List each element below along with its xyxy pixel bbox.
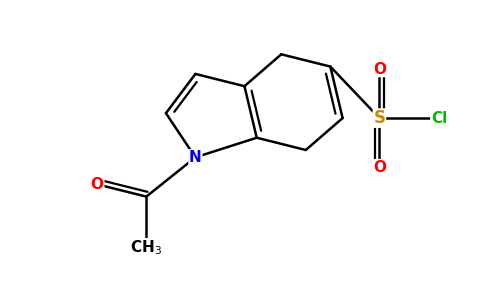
Text: O: O bbox=[373, 61, 386, 76]
Text: N: N bbox=[189, 150, 202, 165]
Text: O: O bbox=[91, 177, 104, 192]
Text: O: O bbox=[373, 160, 386, 175]
Text: S: S bbox=[374, 109, 385, 127]
Text: Cl: Cl bbox=[431, 111, 447, 126]
Text: CH$_3$: CH$_3$ bbox=[130, 239, 162, 257]
